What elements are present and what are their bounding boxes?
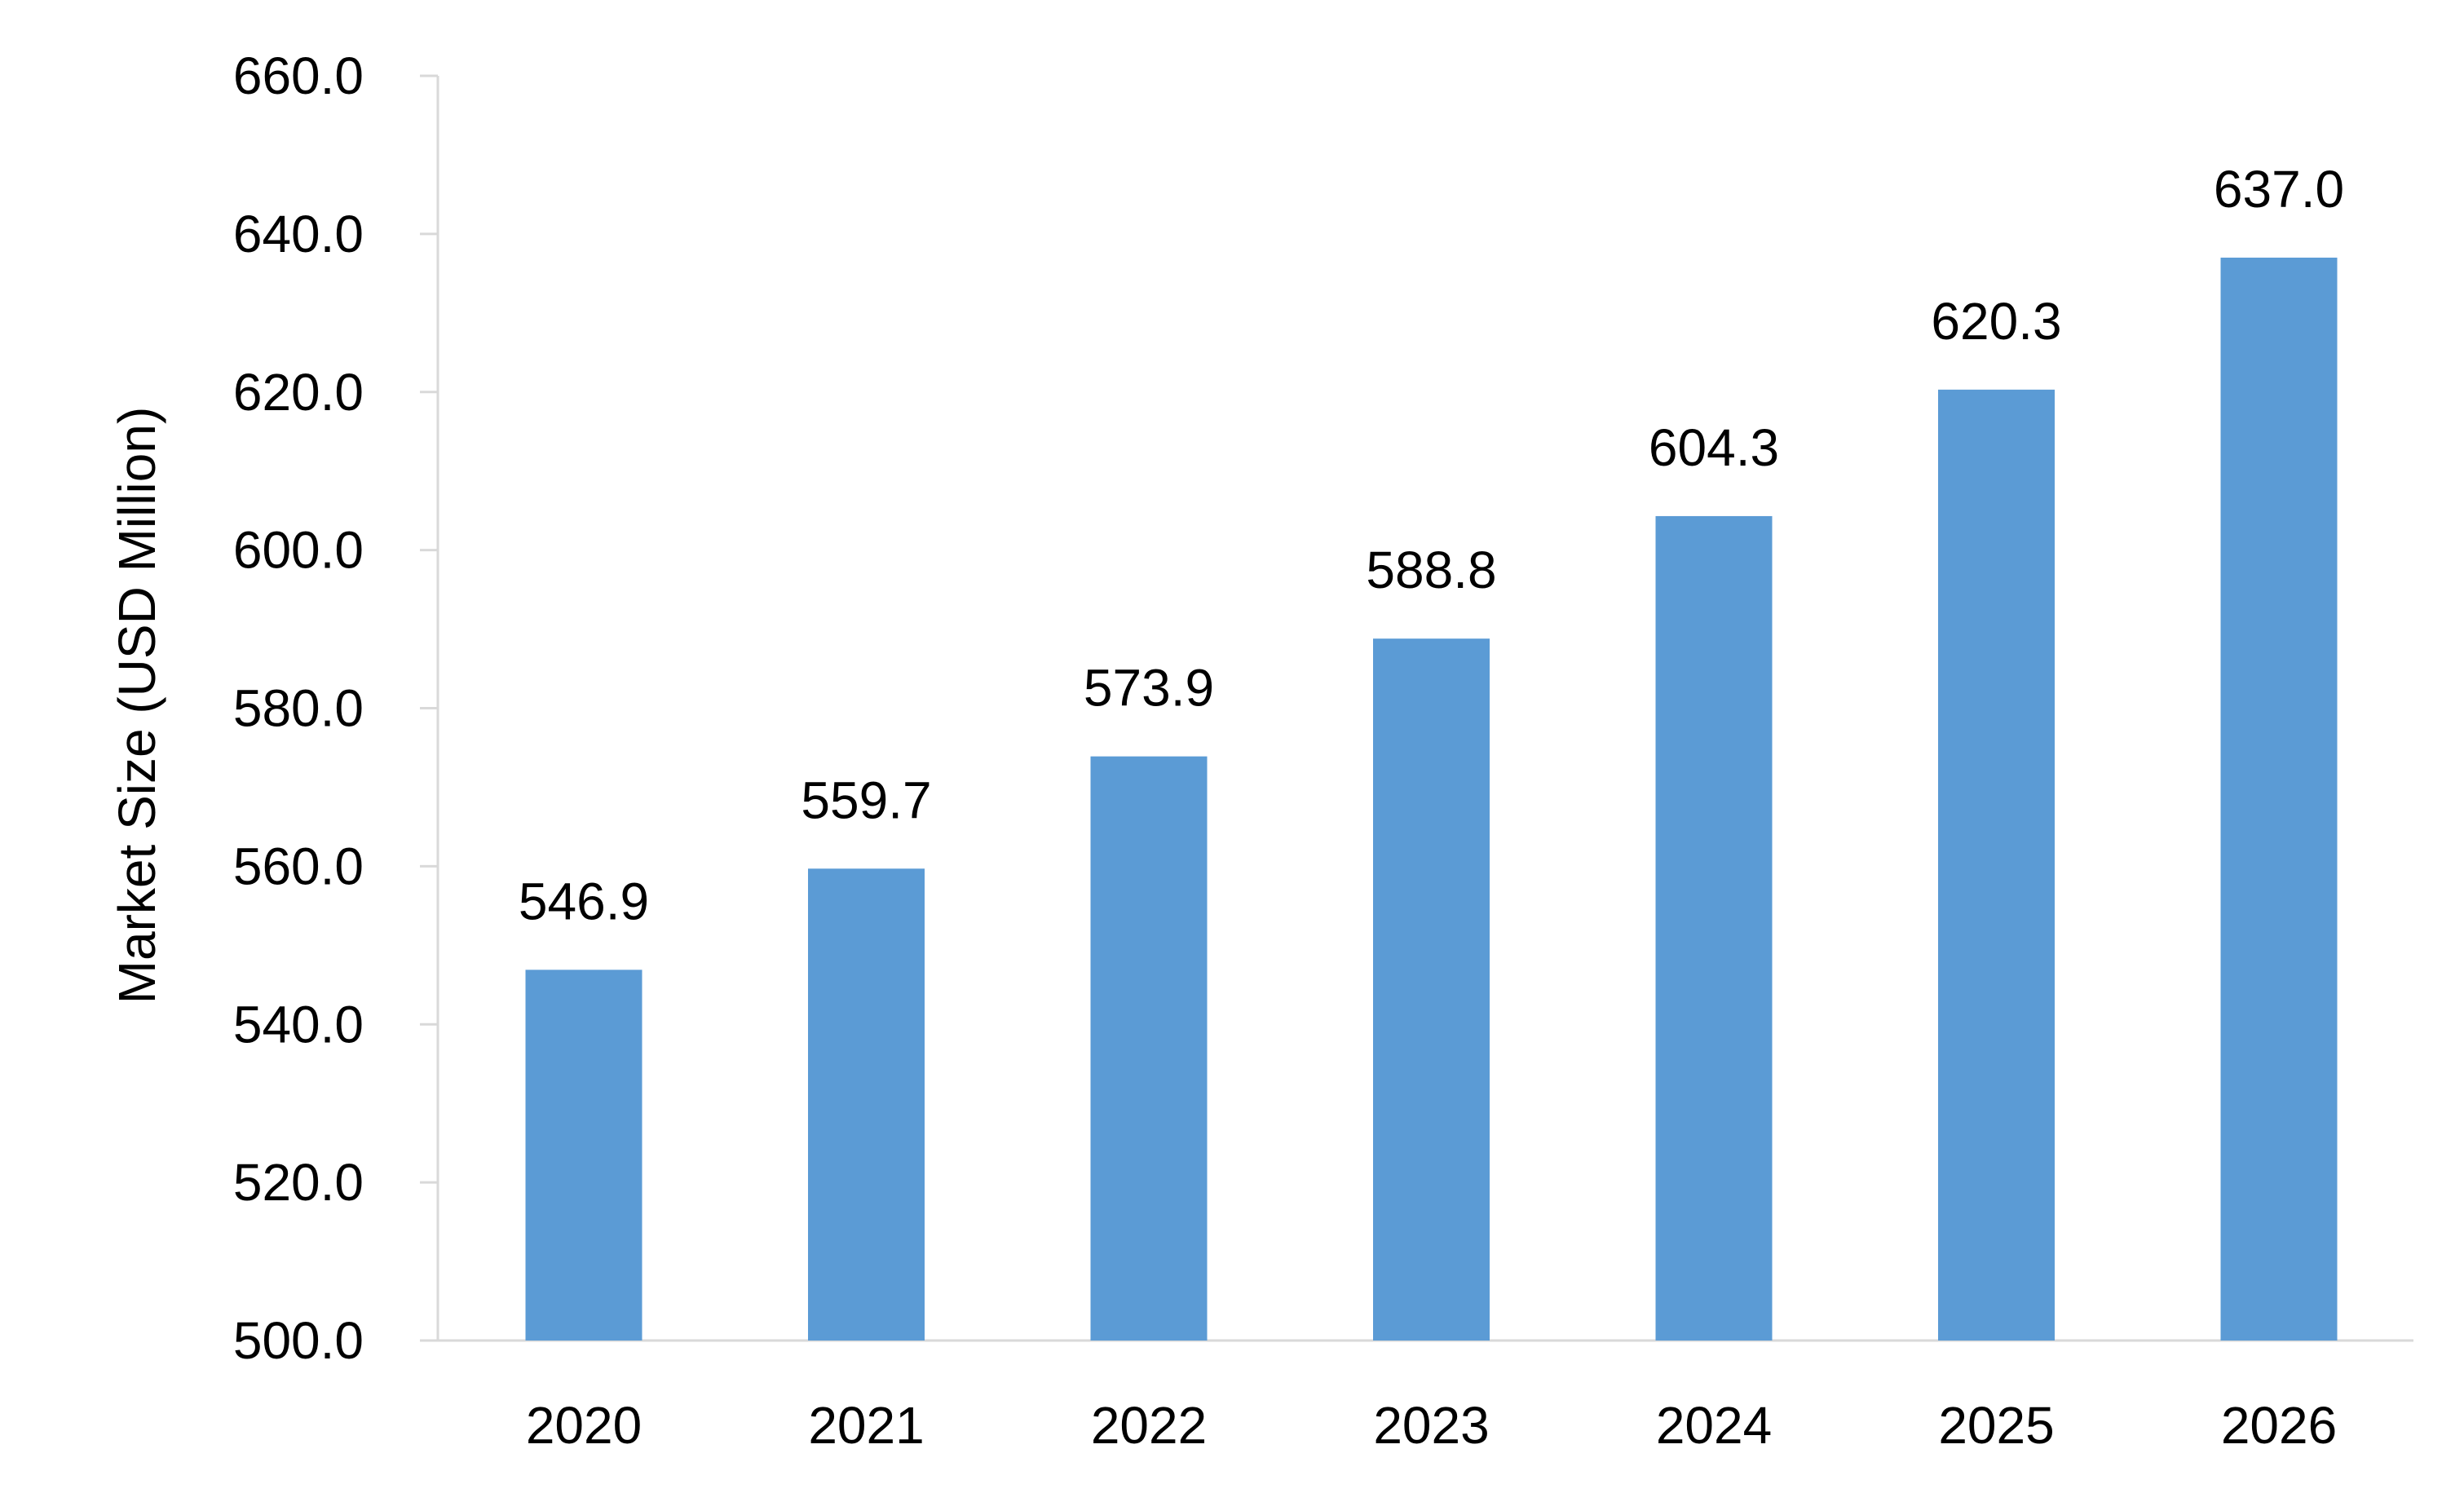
- data-label: 573.9: [1084, 659, 1214, 718]
- y-tick-label: 640.0: [233, 205, 364, 263]
- data-label: 637.0: [2214, 160, 2344, 219]
- data-labels: 546.9 559.7 573.9 588.8 604.3 620.3 637.0: [519, 160, 2344, 930]
- y-axis-title: Market Size (USD Million): [108, 407, 166, 1005]
- y-tick-label: 660.0: [233, 46, 364, 105]
- data-label: 604.3: [1649, 418, 1779, 477]
- y-tick-label: 520.0: [233, 1153, 364, 1212]
- y-tick-label: 540.0: [233, 995, 364, 1053]
- data-label: 620.3: [1931, 292, 2061, 351]
- x-tick-label: 2021: [808, 1396, 924, 1455]
- bar: [1938, 389, 2055, 1341]
- data-label: 559.7: [801, 771, 931, 829]
- bar: [525, 970, 642, 1341]
- y-tick-label: 500.0: [233, 1311, 364, 1370]
- x-tick-label: 2026: [2221, 1396, 2337, 1455]
- x-tick-label: 2023: [1373, 1396, 1489, 1455]
- bars: [525, 257, 2338, 1341]
- bar: [1655, 515, 1773, 1341]
- x-tick-label: 2025: [1938, 1396, 2054, 1455]
- bar: [1373, 638, 1490, 1341]
- x-tick-label: 2022: [1091, 1396, 1207, 1455]
- bar: [808, 868, 925, 1341]
- y-axis: 500.0 520.0 540.0 560.0 580.0 600.0 620.0 640.0…: [233, 46, 439, 1370]
- y-tick-label: 600.0: [233, 521, 364, 580]
- y-tick-label: 560.0: [233, 837, 364, 895]
- y-tick-label: 580.0: [233, 679, 364, 738]
- x-axis: 2020 2021 2022 2023 2024 2025 2026: [420, 1339, 2413, 1455]
- y-tick-label: 620.0: [233, 363, 364, 422]
- bar: [1090, 756, 1208, 1341]
- bar: [2220, 257, 2338, 1341]
- data-label: 588.8: [1366, 541, 1496, 599]
- x-tick-label: 2024: [1656, 1396, 1772, 1455]
- data-label: 546.9: [519, 872, 649, 930]
- x-tick-label: 2020: [526, 1396, 642, 1455]
